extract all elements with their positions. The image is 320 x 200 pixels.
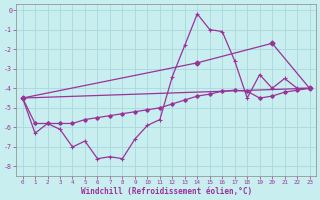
X-axis label: Windchill (Refroidissement éolien,°C): Windchill (Refroidissement éolien,°C) [81, 187, 252, 196]
